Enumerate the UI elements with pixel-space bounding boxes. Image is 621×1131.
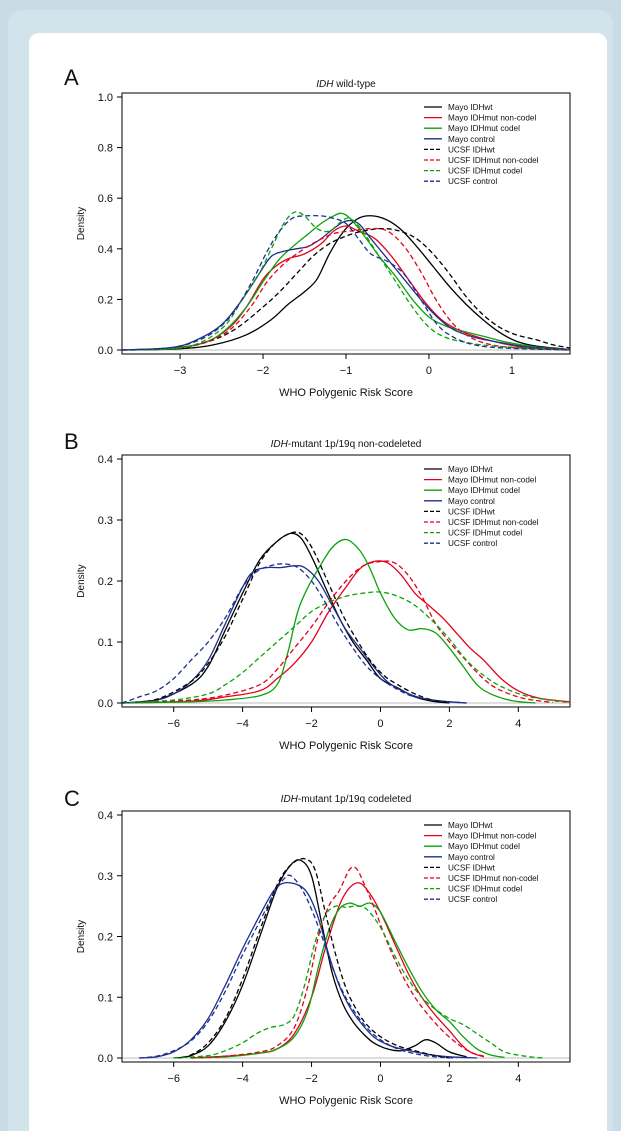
x-tick-label: −2 [305, 1073, 318, 1085]
legend-entry-5: UCSF IDHwt [448, 863, 496, 872]
legend-entry-8: UCSF control [448, 177, 497, 186]
legend-entry-3: Mayo IDHmut codel [448, 842, 520, 851]
legend-entry-4: Mayo control [448, 497, 495, 506]
panel-b: B IDH-mutant 1p/19q non-codeleted −6 −4 −2 0 2… [64, 429, 571, 752]
x-tick-label: 2 [446, 718, 452, 730]
legend-entry-2: Mayo IDHmut non-codel [448, 832, 536, 841]
y-tick-label: 0.4 [98, 244, 113, 256]
chart-title: IDH wild-type [316, 79, 376, 90]
series-line-5 [122, 531, 450, 704]
x-tick-label: −4 [236, 718, 249, 730]
x-tick-label: 0 [377, 718, 383, 730]
series-line-2 [122, 225, 570, 351]
series-line-3 [190, 902, 505, 1059]
legend-entry-7: UCSF IDHmut codel [448, 529, 522, 538]
y-tick-label: 0.1 [98, 992, 113, 1004]
panel-label: A [64, 65, 79, 90]
series-line-6 [122, 560, 553, 704]
series-line-3 [122, 212, 570, 351]
series-line-5 [130, 227, 570, 351]
x-tick-label: 4 [515, 1073, 521, 1085]
panel-a: A IDH wild-type −3 −2 −1 0 1 0.0 0.2 0.4 0.6 0.8 1.0… [64, 65, 571, 399]
y-tick-label: 0.2 [98, 294, 113, 306]
series-line-6 [190, 866, 484, 1059]
series-line-8 [122, 563, 467, 704]
legend-entry-2: Mayo IDHmut non-codel [448, 476, 536, 485]
x-tick-label: −4 [236, 1073, 249, 1085]
series-line-7 [173, 905, 543, 1059]
x-tick-label: 2 [446, 1073, 452, 1085]
legend-entry-5: UCSF IDHwt [448, 507, 496, 516]
legend-entry-4: Mayo control [448, 853, 495, 862]
legend-entry-1: Mayo IDHwt [448, 821, 493, 830]
series-line-6 [122, 227, 570, 351]
y-axis-label: Density [76, 920, 87, 953]
legend-entry-6: UCSF IDHmut non-codel [448, 874, 539, 883]
legend-entry-7: UCSF IDHmut codel [448, 167, 522, 176]
x-tick-label: −1 [340, 365, 353, 377]
x-tick-label: 1 [509, 365, 515, 377]
series-line-1 [130, 215, 570, 351]
legend-entry-7: UCSF IDHmut codel [448, 885, 522, 894]
x-tick-label: 4 [515, 718, 521, 730]
y-tick-label: 0.0 [98, 1053, 113, 1065]
series-line-8 [122, 214, 570, 351]
chart-title: IDH-mutant 1p/19q non-codeleted [271, 439, 422, 450]
legend-entry-6: UCSF IDHmut non-codel [448, 518, 539, 527]
y-tick-label: 0.4 [98, 810, 113, 822]
chart-title: IDH-mutant 1p/19q codeleted [281, 794, 412, 805]
series-line-4 [122, 219, 570, 351]
x-axis-label: WHO Polygenic Risk Score [279, 1095, 413, 1107]
y-tick-label: 0.1 [98, 637, 113, 649]
x-tick-label: −6 [167, 1073, 180, 1085]
series-line-7 [122, 591, 570, 704]
y-tick-label: 0.3 [98, 515, 113, 527]
y-axis-label: Density [76, 564, 87, 597]
series-line-4 [139, 881, 478, 1059]
x-tick-label: 0 [426, 365, 432, 377]
x-axis-label: WHO Polygenic Risk Score [279, 740, 413, 752]
x-axis-label: WHO Polygenic Risk Score [279, 387, 413, 399]
series-line-3 [122, 538, 536, 704]
series-line-5 [173, 857, 450, 1059]
legend-entry-5: UCSF IDHwt [448, 145, 496, 154]
legend-entry-8: UCSF control [448, 895, 497, 904]
legend-entry-2: Mayo IDHmut non-codel [448, 114, 536, 123]
legend-entry-6: UCSF IDHmut non-codel [448, 156, 539, 165]
x-tick-label: −6 [167, 718, 180, 730]
y-tick-label: 0.3 [98, 871, 113, 883]
legend-entry-8: UCSF control [448, 539, 497, 548]
y-tick-label: 0.6 [98, 193, 113, 205]
y-tick-label: 0.0 [98, 698, 113, 710]
legend-entry-1: Mayo IDHwt [448, 465, 493, 474]
y-tick-label: 0.4 [98, 454, 113, 466]
series-line-8 [139, 874, 457, 1059]
legend-entry-1: Mayo IDHwt [448, 103, 493, 112]
y-tick-label: 0.2 [98, 932, 113, 944]
x-tick-label: −2 [305, 718, 318, 730]
series-line-1 [122, 532, 450, 704]
y-tick-label: 0.0 [98, 345, 113, 357]
x-tick-label: −2 [257, 365, 270, 377]
legend-entry-3: Mayo IDHmut codel [448, 486, 520, 495]
x-tick-label: −3 [174, 365, 187, 377]
panel-label: B [64, 429, 79, 454]
y-axis-label: Density [76, 207, 87, 240]
panel-c: C IDH-mutant 1p/19q codeleted −6 −4 −2 0 2 4 0.0… [64, 786, 571, 1107]
legend-entry-3: Mayo IDHmut codel [448, 124, 520, 133]
x-tick-label: 0 [377, 1073, 383, 1085]
series-line-4 [122, 565, 467, 704]
y-tick-label: 0.2 [98, 576, 113, 588]
panel-label: C [64, 786, 80, 811]
series-line-7 [122, 211, 570, 351]
series-line-1 [176, 859, 467, 1059]
series-line-2 [122, 560, 570, 704]
y-tick-label: 0.8 [98, 143, 113, 155]
y-tick-label: 1.0 [98, 92, 113, 104]
legend-entry-4: Mayo control [448, 135, 495, 144]
